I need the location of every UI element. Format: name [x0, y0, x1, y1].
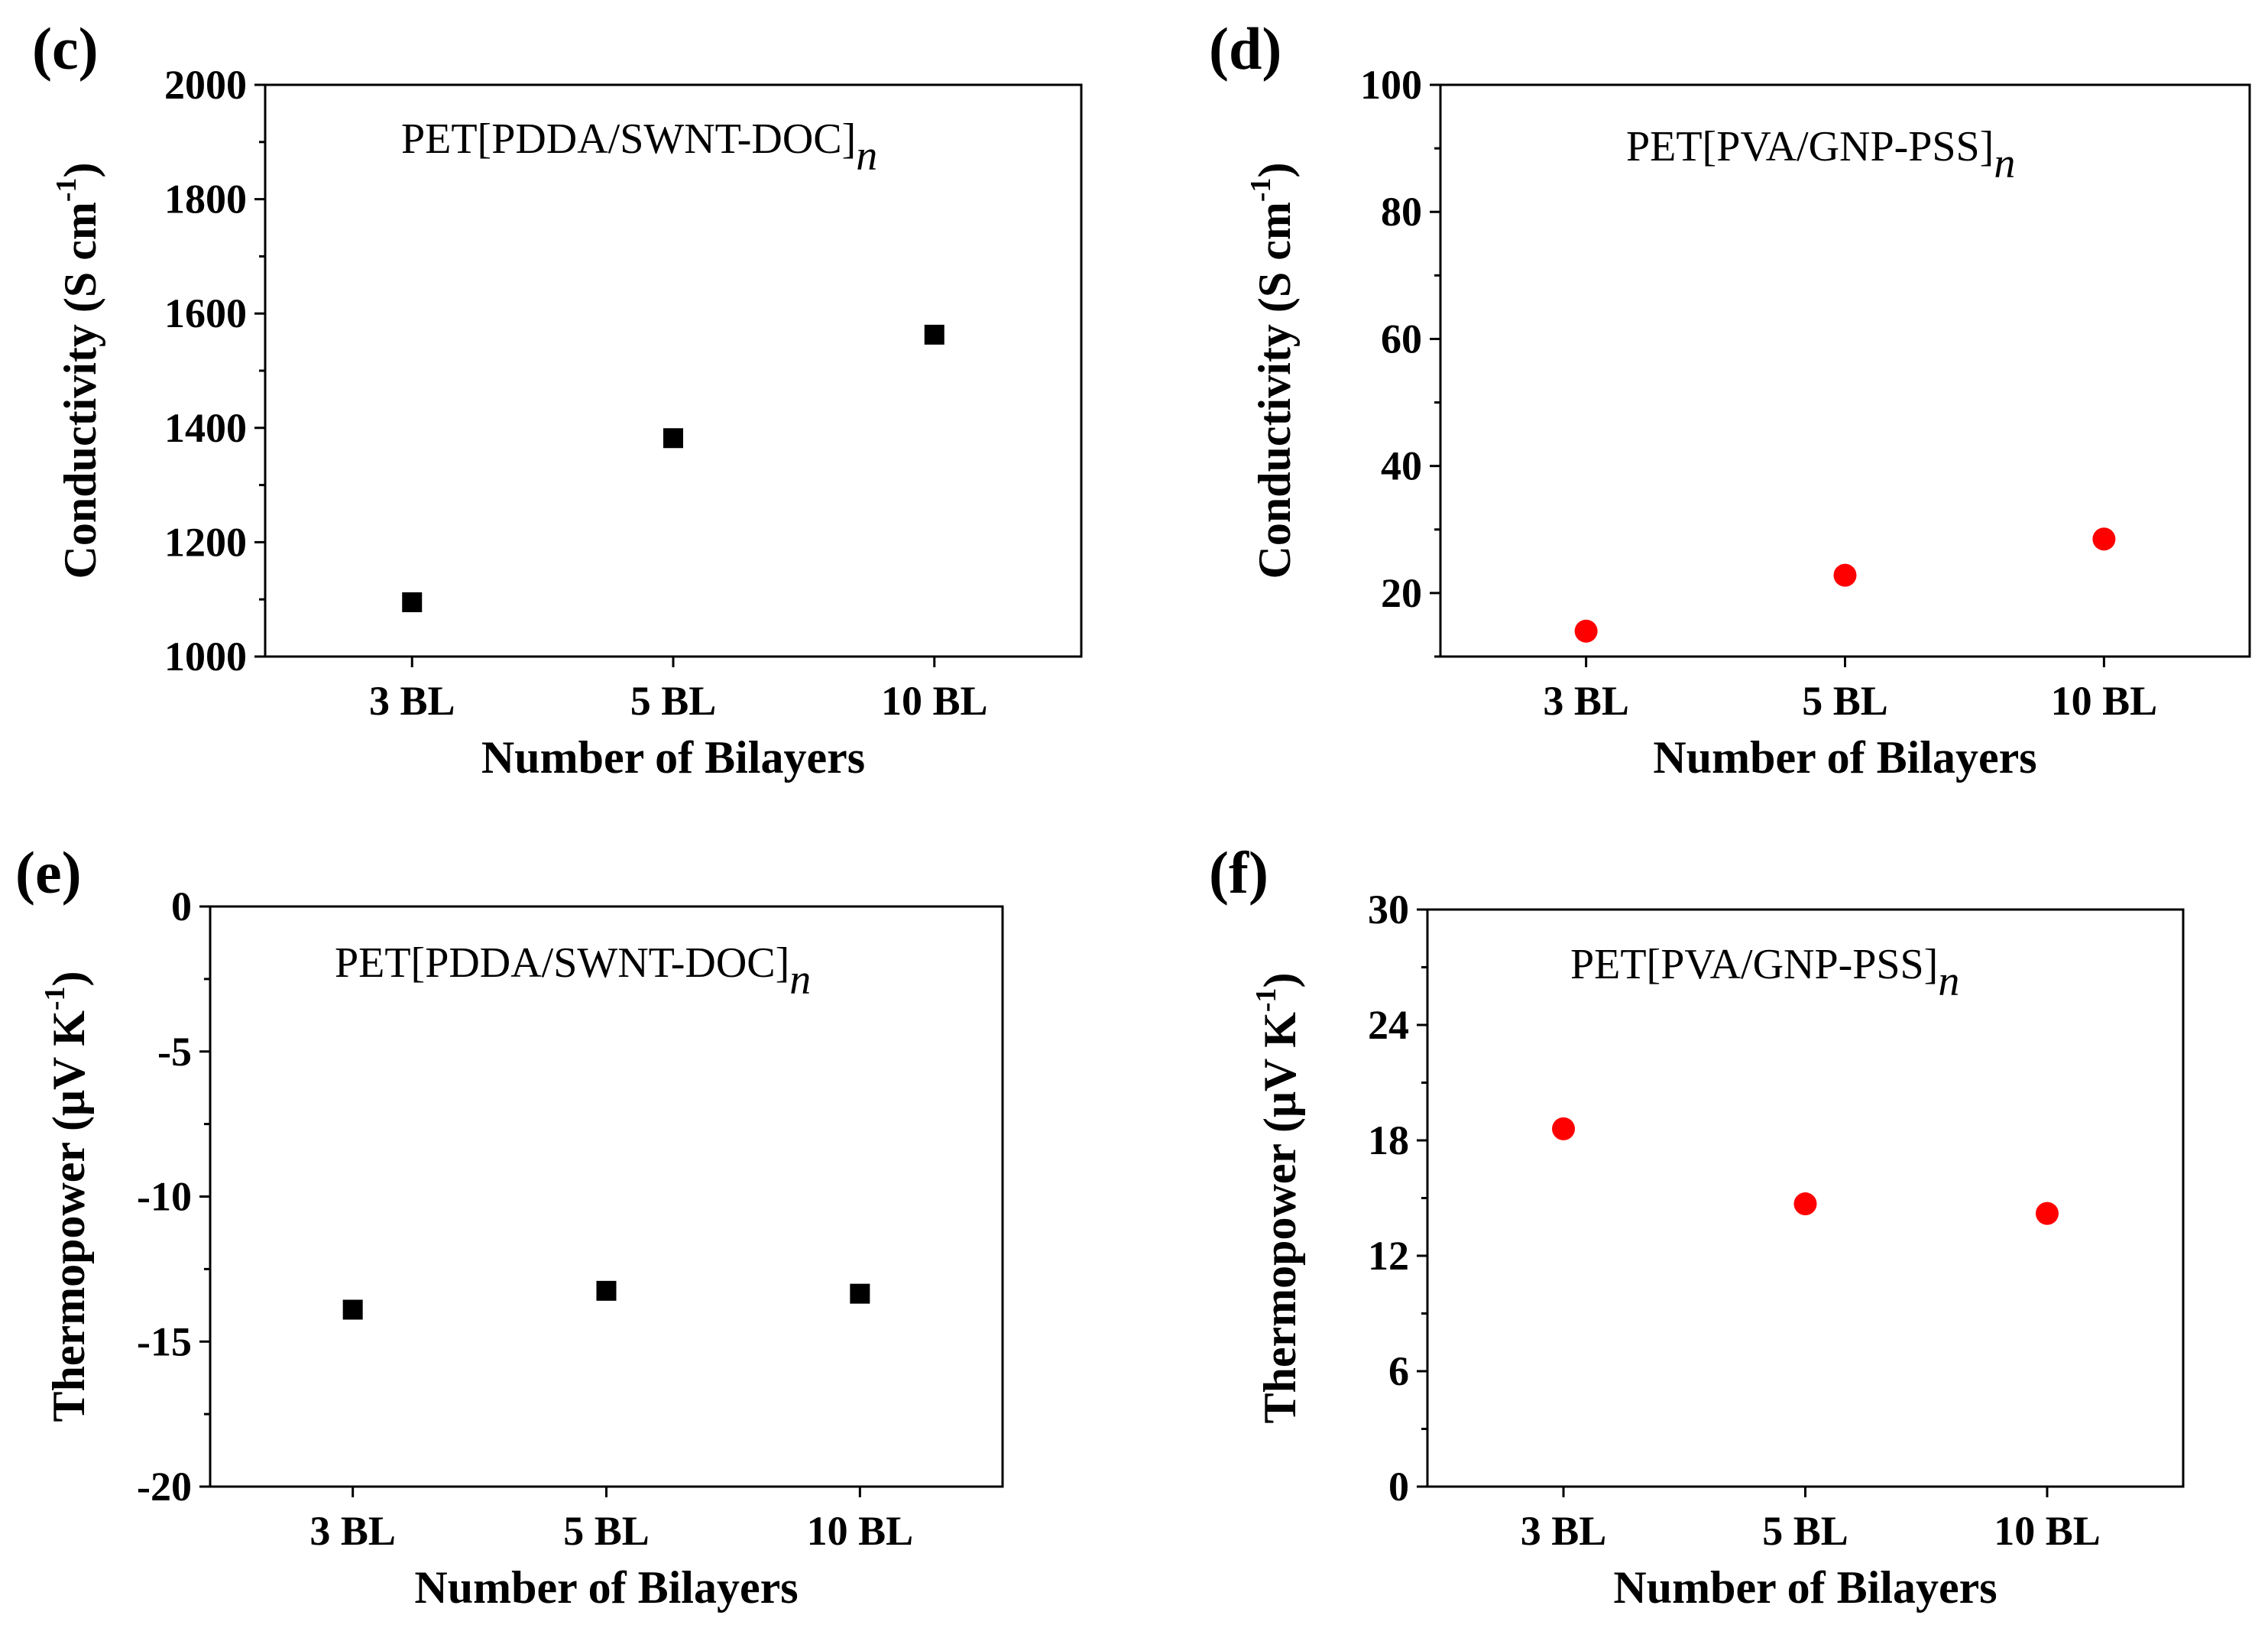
y-axis-title: Thermopower (μV K-1) — [39, 971, 94, 1422]
y-tick-label: -10 — [137, 1174, 192, 1220]
y-axis-title-close: ) — [55, 163, 105, 178]
y-axis-title-superscript: -1 — [39, 986, 71, 1010]
y-tick-label: 40 — [1381, 443, 1422, 489]
data-point — [1574, 619, 1598, 643]
x-tick-label: 3 BL — [369, 678, 455, 724]
y-tick-label: 30 — [1368, 887, 1409, 932]
y-axis-title-main: Thermopower (μV K — [44, 1010, 94, 1422]
y-tick-label: 1200 — [164, 519, 247, 565]
y-tick-label: 60 — [1381, 316, 1422, 362]
x-tick-label: 10 BL — [807, 1508, 914, 1554]
annotation-subscript: n — [789, 956, 811, 1004]
chart-panel-1: (d) 20 40 60 80 100 3 BL 5 BL 10 BL Number of Bil… — [1209, 15, 2251, 783]
plot-frame — [209, 905, 1004, 1488]
annotation-subscript: n — [1994, 140, 2015, 187]
y-tick-label: 6 — [1388, 1348, 1409, 1394]
y-axis-title-main: Conductivity (S cm — [55, 202, 105, 579]
data-point — [663, 428, 683, 449]
annotation-text: PET[PDDA/SWNT-DOC] — [335, 939, 789, 987]
panel-label: (f) — [1209, 839, 1268, 906]
annotation-text: PET[PDDA/SWNT-DOC] — [401, 115, 856, 163]
y-axis-title-superscript: -1 — [1245, 177, 1277, 202]
annotation-text: PET[PVA/GNP-PSS] — [1626, 123, 1994, 170]
x-tick-label: 10 BL — [1994, 1508, 2101, 1554]
data-point — [924, 324, 944, 345]
panel-label: (c) — [32, 15, 99, 82]
y-tick-label: 1000 — [164, 634, 247, 679]
annotation-text: PET[PVA/GNP-PSS] — [1570, 941, 1938, 988]
x-tick-label: 10 BL — [2051, 678, 2158, 724]
y-axis-title-close: ) — [1249, 163, 1300, 178]
y-tick-label: 20 — [1381, 570, 1422, 616]
data-point — [1833, 563, 1857, 587]
y-axis-title-close: ) — [1255, 972, 1305, 988]
y-axis-title-main: Conductivity (S cm — [1249, 202, 1300, 579]
x-tick-label: 5 BL — [1762, 1508, 1848, 1554]
y-axis-title-close: ) — [44, 971, 94, 986]
x-axis-title: Number of Bilayers — [414, 1562, 798, 1613]
chart-panel-0: (c) 1000 1200 1400 1600 1800 2000 3 BL 5 BL 10 BL… — [32, 15, 1083, 783]
y-tick-label: -20 — [137, 1464, 192, 1510]
y-axis-title-superscript: -1 — [1250, 988, 1282, 1012]
y-axis-title: Conductivity (S cm-1) — [1245, 163, 1300, 579]
data-point — [1552, 1117, 1576, 1140]
x-tick-label: 5 BL — [1802, 678, 1888, 724]
panel-label: (e) — [15, 839, 82, 906]
data-point — [596, 1280, 617, 1301]
y-tick-label: 1800 — [164, 177, 247, 222]
x-tick-label: 5 BL — [630, 678, 717, 724]
x-tick-label: 5 BL — [563, 1508, 650, 1554]
panel-label: (d) — [1209, 15, 1281, 82]
y-tick-label: 12 — [1368, 1233, 1409, 1279]
y-tick-label: 2000 — [164, 62, 247, 108]
data-point — [2092, 527, 2116, 551]
data-point — [342, 1299, 363, 1320]
y-tick-label: 1600 — [164, 290, 247, 336]
y-axis-title-main: Thermopower (μV K — [1255, 1012, 1305, 1424]
data-point — [402, 592, 423, 612]
x-tick-label: 3 BL — [1521, 1508, 1607, 1554]
x-tick-label: 10 BL — [881, 678, 988, 724]
plot-frame — [264, 83, 1083, 658]
x-tick-label: 3 BL — [1543, 678, 1629, 724]
y-tick-label: 0 — [171, 884, 192, 929]
annotation-subscript: n — [1938, 958, 1959, 1005]
chart-panel-3: (f) 0 6 12 18 24 30 3 BL 5 BL 10 BL Number of Bila… — [1209, 839, 2185, 1613]
series-annotation: PET[PVA/GNP-PSS]n — [1570, 941, 1959, 1005]
series-annotation: PET[PVA/GNP-PSS]n — [1626, 123, 2015, 187]
y-axis-title: Thermopower (μV K-1) — [1250, 972, 1305, 1423]
y-axis-title: Conductivity (S cm-1) — [50, 163, 105, 579]
y-tick-label: -5 — [157, 1029, 192, 1075]
annotation-subscript: n — [856, 132, 877, 180]
y-tick-label: 0 — [1388, 1464, 1409, 1510]
series-annotation: PET[PDDA/SWNT-DOC]n — [401, 115, 877, 180]
x-axis-title: Number of Bilayers — [481, 732, 865, 783]
data-point — [850, 1283, 870, 1304]
x-tick-label: 3 BL — [309, 1508, 396, 1554]
series-annotation: PET[PDDA/SWNT-DOC]n — [335, 939, 811, 1004]
y-tick-label: 24 — [1368, 1002, 1409, 1048]
y-axis-title-superscript: -1 — [50, 177, 83, 202]
y-tick-label: -15 — [137, 1318, 192, 1364]
x-axis-title: Number of Bilayers — [1653, 732, 2036, 783]
y-tick-label: 18 — [1368, 1117, 1409, 1163]
data-point — [2035, 1202, 2059, 1225]
y-tick-label: 1400 — [164, 405, 247, 451]
y-tick-label: 80 — [1381, 189, 1422, 235]
x-axis-title: Number of Bilayers — [1613, 1562, 1997, 1613]
data-point — [1793, 1192, 1817, 1216]
y-tick-label: 100 — [1360, 62, 1422, 108]
